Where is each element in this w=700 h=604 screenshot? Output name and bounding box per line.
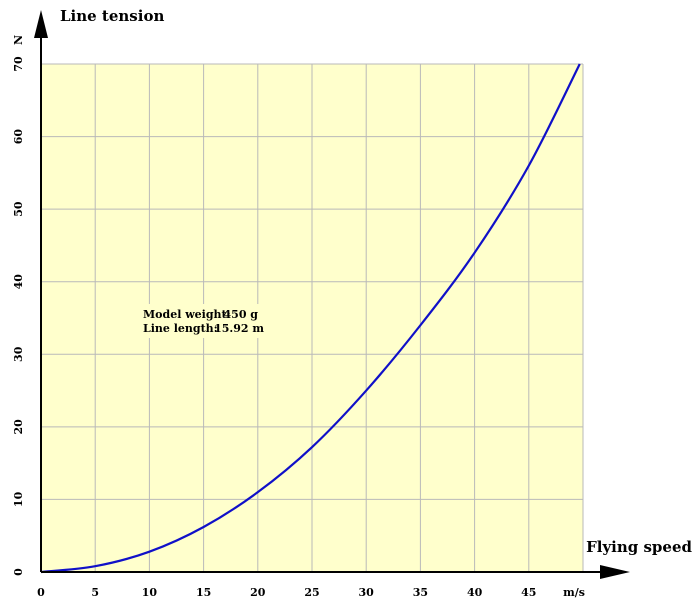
x-tick-label: 0 <box>37 586 45 599</box>
y-axis-unit: N <box>12 35 25 45</box>
y-tick-label: 60 <box>12 129 25 145</box>
x-tick-label: 10 <box>142 586 158 599</box>
x-tick-label: 45 <box>521 586 536 599</box>
y-tick-label: 0 <box>12 568 25 576</box>
x-tick-label: 40 <box>467 586 483 599</box>
x-tick-label: 35 <box>413 586 428 599</box>
y-axis-arrowhead <box>34 10 48 38</box>
x-tick-label: 25 <box>304 586 319 599</box>
y-tick-label: 30 <box>12 346 25 362</box>
x-tick-label: 20 <box>250 586 266 599</box>
series-line-0 <box>40 63 581 574</box>
tick-labels: 0 5 10 15 20 25 30 35 40 45 0 10 20 30 40 50 60 70 <box>12 56 536 599</box>
y-tick-label: 70 <box>12 56 25 72</box>
x-axis-arrowhead <box>600 565 630 579</box>
x-axis-title: Flying speed <box>586 538 692 556</box>
y-tick-label: 40 <box>12 274 25 290</box>
annotation-weight-label: Model weight: <box>143 308 231 321</box>
annotation: Model weight: 450 g Line length: 15.92 m <box>140 304 268 338</box>
y-axis-title: Line tension <box>60 7 164 25</box>
annotation-length-label: Line length: <box>143 322 218 335</box>
y-tick-label: 10 <box>12 491 25 507</box>
x-tick-label: 15 <box>196 586 211 599</box>
annotation-background <box>140 304 268 338</box>
x-axis-unit: m/s <box>563 586 585 599</box>
y-tick-label: 20 <box>12 419 25 435</box>
annotation-weight-value: 450 g <box>224 308 259 321</box>
axes <box>34 10 630 579</box>
series-lines <box>40 63 581 574</box>
y-tick-label: 50 <box>12 201 25 217</box>
grid <box>41 63 584 572</box>
x-tick-label: 30 <box>359 586 375 599</box>
x-tick-label: 5 <box>91 586 99 599</box>
annotation-length-value: 15.92 m <box>214 322 264 335</box>
